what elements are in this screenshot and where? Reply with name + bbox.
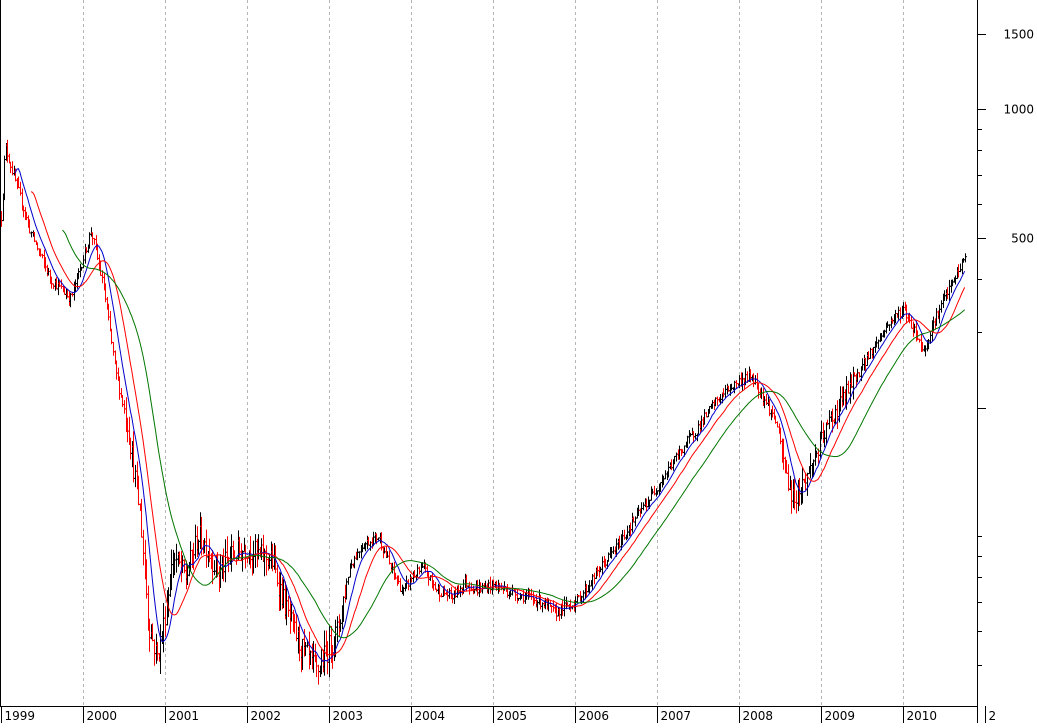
x-tick-label: 2004 <box>415 709 446 723</box>
x-tick-label: 2008 <box>743 709 774 723</box>
x-tick-label: 2006 <box>579 709 610 723</box>
ma-medium-line <box>30 191 966 656</box>
x-tick-label: 2007 <box>661 709 692 723</box>
x-tick-label: 2005 <box>497 709 528 723</box>
x-tick-label: 2009 <box>825 709 856 723</box>
y-tick-label: 1500 <box>1003 28 1034 42</box>
moving-averages <box>14 168 966 663</box>
price-bar <box>964 253 967 263</box>
y-tick-label: 500 <box>1011 232 1034 246</box>
x-tick-label: 1999 <box>5 709 36 723</box>
x-tick-label: 2002 <box>251 709 282 723</box>
ma-long-line <box>62 229 966 639</box>
x-tick-label: 2003 <box>333 709 364 723</box>
x-tick-label: 2010 <box>907 709 938 723</box>
x-tick-label: 2000 <box>87 709 118 723</box>
y-tick-label: 1000 <box>1003 103 1034 117</box>
x-tick-label: 2 <box>989 709 997 723</box>
x-tick-label: 2001 <box>169 709 200 723</box>
